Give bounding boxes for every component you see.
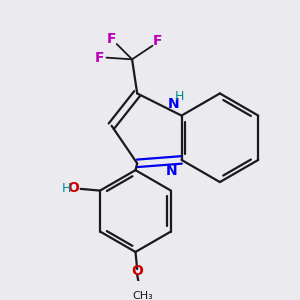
- Text: F: F: [107, 32, 116, 46]
- Text: F: F: [153, 34, 162, 48]
- Text: H: H: [61, 182, 71, 195]
- Text: F: F: [95, 51, 104, 64]
- Text: CH₃: CH₃: [132, 291, 153, 300]
- Text: N: N: [166, 164, 178, 178]
- Text: O: O: [67, 181, 79, 195]
- Text: N: N: [168, 97, 180, 111]
- Text: O: O: [131, 264, 143, 278]
- Text: H: H: [175, 90, 184, 103]
